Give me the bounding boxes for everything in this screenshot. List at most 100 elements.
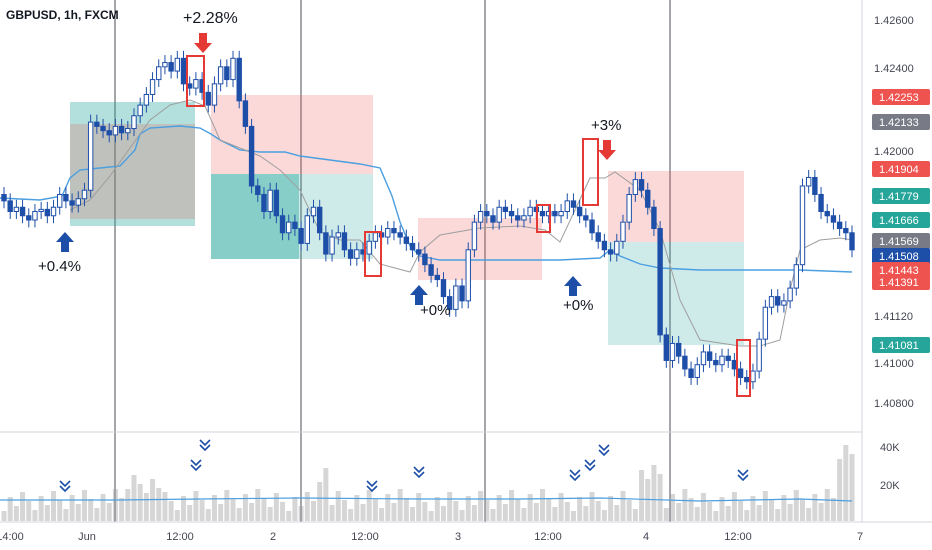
candle-body xyxy=(446,296,453,310)
volume-bar xyxy=(465,496,471,521)
volume-bar xyxy=(69,495,75,521)
volume-bar xyxy=(769,500,775,521)
volume-average-line xyxy=(0,497,853,502)
candle-body xyxy=(836,221,843,230)
candle-body xyxy=(725,355,731,361)
volume-bar xyxy=(304,492,310,521)
volume-bar xyxy=(434,497,440,521)
up-arrow-icon xyxy=(410,285,428,305)
down-arrow-icon xyxy=(598,140,616,160)
candle-body xyxy=(267,189,273,213)
candle-body xyxy=(131,115,137,130)
candle-body xyxy=(570,200,577,208)
volume-bar xyxy=(57,500,63,521)
candle-body xyxy=(496,206,502,223)
candle-body xyxy=(583,215,589,221)
candle-body xyxy=(335,232,341,238)
candle-body xyxy=(125,128,131,134)
double-chevron-icon xyxy=(584,459,596,472)
candle-body xyxy=(1,193,7,202)
volume-bar xyxy=(267,507,273,521)
candle-body xyxy=(793,264,799,289)
volume-bar xyxy=(410,507,416,521)
volume-bar xyxy=(193,491,199,521)
candle-body xyxy=(706,351,713,361)
volume-bar xyxy=(725,506,731,521)
volume-bar xyxy=(620,491,626,521)
candle-body xyxy=(539,211,546,217)
volume-bar xyxy=(663,508,669,521)
candle-body xyxy=(564,200,570,213)
double-chevron-icon xyxy=(190,459,202,472)
candle-body xyxy=(341,232,348,251)
candle-body xyxy=(69,200,75,206)
trailing-stop-line xyxy=(69,99,853,347)
candle-body xyxy=(180,57,187,85)
volume-bar xyxy=(707,502,713,521)
price-badge-label: 1.41391 xyxy=(879,277,919,289)
price-badge-label: 1.41508 xyxy=(879,251,919,263)
volume-bar xyxy=(812,494,818,521)
volume-bar xyxy=(527,494,533,521)
time-tick-label: 12:00 xyxy=(724,531,752,543)
candle-body xyxy=(694,364,700,378)
candle-body xyxy=(217,66,224,85)
candle-body xyxy=(236,57,242,102)
candle-body xyxy=(273,189,280,217)
volume-bar xyxy=(750,496,756,521)
volume-bar xyxy=(112,489,118,521)
volume-bar xyxy=(32,510,38,521)
double-chevron-icon xyxy=(598,444,610,457)
volume-bar xyxy=(366,490,372,521)
candle-body xyxy=(508,211,515,217)
candle-body xyxy=(465,249,471,302)
volume-bar xyxy=(137,484,143,521)
candle-body xyxy=(255,185,261,195)
candle-body xyxy=(354,249,360,259)
price-badge xyxy=(872,89,930,105)
volume-bar xyxy=(533,503,539,521)
time-tick-label: 12:00 xyxy=(534,531,562,543)
volume-bar xyxy=(348,509,354,521)
volume-bar xyxy=(13,506,19,521)
volume-bar xyxy=(81,490,87,521)
price-tick-label: 1.41120 xyxy=(874,311,913,323)
volume-bar xyxy=(51,491,57,521)
volume-bar xyxy=(273,493,279,521)
candle-body xyxy=(323,232,329,255)
candle-body xyxy=(19,206,26,217)
volume-bar xyxy=(546,498,552,521)
candle-body xyxy=(316,206,323,234)
candle-body xyxy=(775,296,781,306)
candle-body xyxy=(372,232,379,242)
candle-body xyxy=(762,306,769,340)
zone-5-target xyxy=(608,242,744,345)
volume-bar xyxy=(323,468,329,521)
candle-body xyxy=(156,66,162,81)
candle-body xyxy=(26,215,32,221)
candle-body xyxy=(607,249,614,255)
candle-body xyxy=(781,300,787,306)
candle-body xyxy=(453,285,459,310)
price-badge xyxy=(872,161,930,177)
candle-body xyxy=(310,206,317,217)
candle-body xyxy=(731,359,738,370)
candle-body xyxy=(397,232,403,238)
double-chevron-icon xyxy=(366,480,378,493)
candle-body xyxy=(614,240,620,255)
volume-bar xyxy=(181,496,187,521)
volume-bar xyxy=(484,500,490,521)
volume-bar xyxy=(614,505,620,521)
volume-bar xyxy=(416,493,422,521)
candle-body xyxy=(576,206,583,217)
candle-body xyxy=(502,206,509,213)
time-tick-label: 12:00 xyxy=(166,531,194,543)
volume-bar xyxy=(286,511,292,521)
candle-body xyxy=(830,215,837,223)
price-tick-label: 1.42000 xyxy=(874,146,914,158)
time-tick-label: 12:00 xyxy=(351,531,379,543)
up-arrow-icon xyxy=(56,232,74,252)
candle-body xyxy=(385,228,391,238)
